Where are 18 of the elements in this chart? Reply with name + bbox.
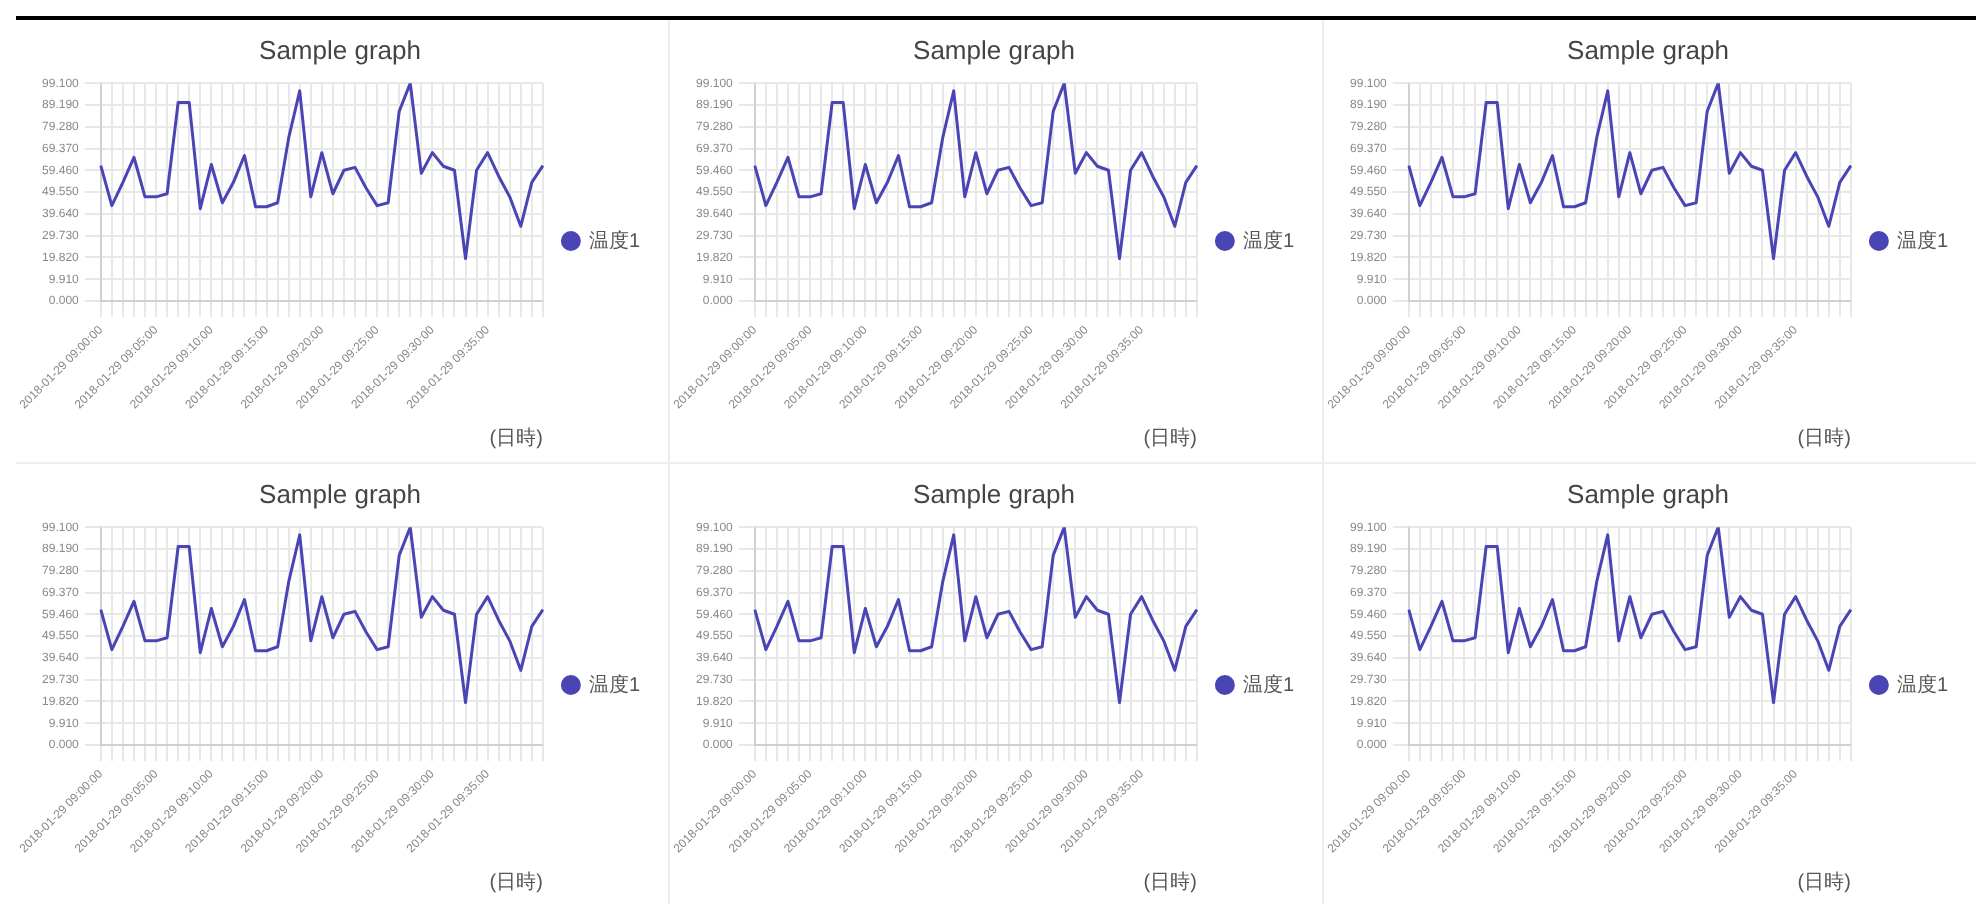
chart-title: Sample graph <box>913 34 1075 65</box>
x-axis-title: (日時) <box>489 869 543 894</box>
legend-label: 温度1 <box>1242 672 1295 697</box>
legend-label: 温度1 <box>1896 228 1949 253</box>
legend-label: 温度1 <box>588 672 641 697</box>
chart-title: Sample graph <box>259 478 421 509</box>
chart-title: Sample graph <box>913 478 1075 509</box>
x-axis-title: (日時) <box>1143 425 1197 450</box>
legend-label: 温度1 <box>1896 672 1949 697</box>
x-axis-title: (日時) <box>1797 425 1851 450</box>
x-axis-title: (日時) <box>489 425 543 450</box>
chart-title: Sample graph <box>1567 478 1729 509</box>
legend-label: 温度1 <box>588 228 641 253</box>
legend-label: 温度1 <box>1242 228 1295 253</box>
x-axis-title: (日時) <box>1143 869 1197 894</box>
chart-title: Sample graph <box>259 34 421 65</box>
chart-title: Sample graph <box>1567 34 1729 65</box>
x-axis-title: (日時) <box>1797 869 1851 894</box>
